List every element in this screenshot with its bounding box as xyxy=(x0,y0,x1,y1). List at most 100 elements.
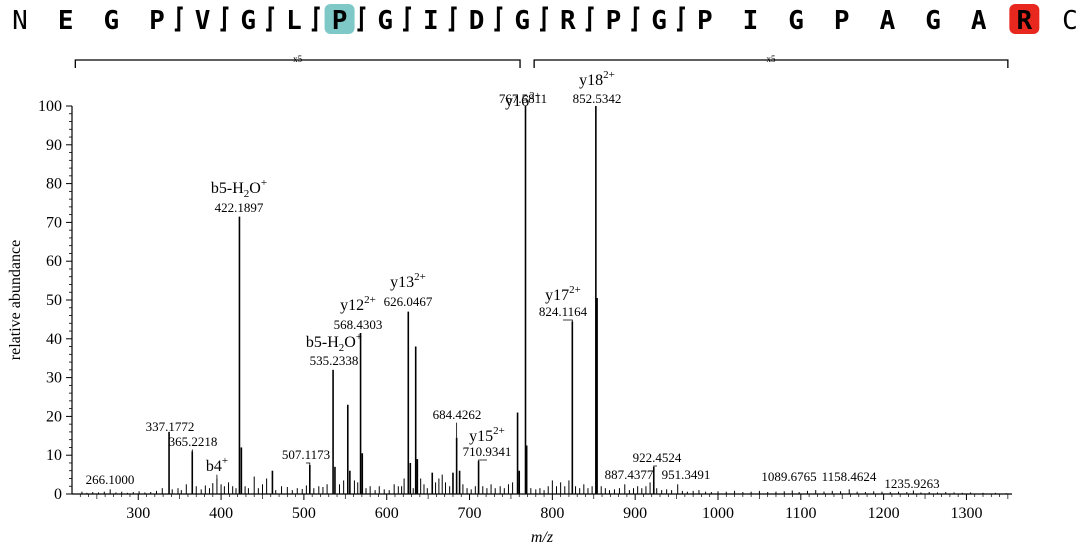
peak-label: 266.1000 xyxy=(86,472,135,487)
x-tick-label: 300 xyxy=(126,505,150,522)
ion-name-base: y12 xyxy=(340,297,364,314)
leader-line xyxy=(191,449,193,452)
spectrum-peaks xyxy=(81,106,1007,494)
peak-annotations: b5-H2O+422.1897b5-H2O+535.2338y122+568.4… xyxy=(86,69,940,491)
ion-name-base: y13 xyxy=(390,274,414,291)
x-tick-label: 1100 xyxy=(785,505,816,522)
ion-superscript: + xyxy=(261,177,267,189)
residue-n: N xyxy=(12,6,28,36)
ion-name-base: y15 xyxy=(469,428,493,445)
y-tick-label: 30 xyxy=(46,370,62,387)
ion-annotation-y18: y182+ 852.5342 xyxy=(573,69,622,106)
residue-g: G xyxy=(103,6,119,36)
chart-axes: 0 10 20 30 40 50 60 70 80 90 100 300 400 500 600 700 800… xyxy=(7,98,1012,546)
peak-mz-label: 365.2218 xyxy=(169,434,218,449)
y-tick-label: 20 xyxy=(46,408,62,425)
y-tick-label: 90 xyxy=(46,137,62,154)
ion-superscript: + xyxy=(356,331,362,343)
residue-d: D xyxy=(469,6,485,36)
fragment-marker xyxy=(174,6,183,32)
residue-g: G xyxy=(240,6,256,36)
ion-mz-label: 710.9341 xyxy=(463,444,512,459)
peak-mz-label: 951.3491 xyxy=(662,467,711,482)
residue-v: V xyxy=(195,6,211,36)
residue-g: G xyxy=(377,6,393,36)
ion-mz-label: 422.1897 xyxy=(215,200,264,215)
ion-name-base: y17 xyxy=(545,287,569,304)
y-tick-label: 80 xyxy=(46,176,62,193)
x-tick-label: 900 xyxy=(623,505,647,522)
zoom-region-brackets: x5 x5 xyxy=(74,54,1009,68)
ion-superscript: 2+ xyxy=(603,69,615,81)
peak-label: 507.1173 xyxy=(282,447,330,462)
y-tick-label: 10 xyxy=(46,447,62,464)
fragment-marker xyxy=(676,6,685,32)
peak-mz-label: 507.1173 xyxy=(282,447,330,462)
y-axis-title: relative abundance xyxy=(7,240,24,360)
residue-highlight xyxy=(1009,4,1040,34)
ion-name-label: b4+ xyxy=(206,455,228,475)
y-tick-label: 100 xyxy=(38,98,62,115)
ion-name-label: b5-H2O+ xyxy=(211,177,267,200)
ion-annotation-y13: y132+ 626.0467 xyxy=(384,271,433,309)
residue-g: G xyxy=(651,6,667,36)
x-tick-label: 1200 xyxy=(868,505,900,522)
x-tick-label: 800 xyxy=(540,505,564,522)
y-tick-label: 40 xyxy=(46,331,62,348)
ion-superscript: 2+ xyxy=(529,90,541,102)
fragment-marker xyxy=(494,6,503,32)
ion-annotation-y12: y122+ 568.4303 xyxy=(334,294,383,332)
peak-label: 951.3491 xyxy=(662,467,711,482)
ion-name-label: y162+ xyxy=(505,90,541,110)
ion-superscript: 2+ xyxy=(364,294,376,306)
ion-name-tail: O xyxy=(344,334,356,351)
residue-p: P xyxy=(834,6,850,36)
ion-annotation-b5w1: b5-H2O+422.1897 xyxy=(211,177,267,215)
ion-superscript: + xyxy=(222,455,228,467)
ion-superscript: 2+ xyxy=(493,425,505,437)
ion-annotation-y15: y152+710.9341 xyxy=(463,425,512,459)
zoom-bracket xyxy=(533,59,1009,68)
ion-superscript: 2+ xyxy=(569,284,581,296)
leader-line xyxy=(168,431,170,436)
residue-a: A xyxy=(971,6,987,36)
residue-g: G xyxy=(514,6,530,36)
residue-l: L xyxy=(286,6,302,36)
x-tick-label: 400 xyxy=(209,505,233,522)
ion-name-label: y122+ xyxy=(340,294,376,314)
ion-subscript: 2 xyxy=(244,188,250,200)
fragment-marker xyxy=(357,6,366,32)
x-tick-label: 1300 xyxy=(950,505,982,522)
fragment-marker xyxy=(540,6,548,32)
ion-superscript: 2+ xyxy=(414,271,426,283)
peak-mz-label: 1235.9263 xyxy=(884,476,939,491)
residue-g: G xyxy=(925,6,941,36)
peak-mz-label: 684.4262 xyxy=(433,407,482,422)
ion-name-base: b5-H xyxy=(306,334,339,351)
ion-mz-label: 852.5342 xyxy=(573,91,622,106)
ion-mz-label: 535.2338 xyxy=(310,353,359,368)
ion-name-label: y182+ xyxy=(579,69,615,89)
leader-line xyxy=(653,465,657,467)
ion-name-label: b5-H2O+ xyxy=(306,331,362,354)
residue-p: P xyxy=(149,6,165,36)
peak-label: 684.4262 xyxy=(433,407,482,422)
ion-name-label: y132+ xyxy=(390,271,426,291)
residue-g: G xyxy=(788,6,804,36)
x-tick-label: 1000 xyxy=(702,505,734,522)
y-tick-label: 60 xyxy=(46,253,62,270)
peak-mz-label: 922.4524 xyxy=(633,450,682,465)
x-tick-label: 600 xyxy=(375,505,399,522)
fragment-marker xyxy=(448,6,457,32)
ion-name-base: b4 xyxy=(206,458,222,475)
ion-name-base: y16 xyxy=(505,93,529,110)
fragment-marker xyxy=(585,6,594,32)
x-axis-title: m/z xyxy=(531,529,554,546)
zoom-factor-label: x5 xyxy=(766,54,776,64)
peak-mz-label: 337.1772 xyxy=(146,419,195,434)
residue-p: P xyxy=(332,6,348,36)
peak-mz-label: 887.4377 xyxy=(605,467,654,482)
ion-name-base: y18 xyxy=(579,72,603,89)
ion-name-label: y152+ xyxy=(469,425,505,445)
